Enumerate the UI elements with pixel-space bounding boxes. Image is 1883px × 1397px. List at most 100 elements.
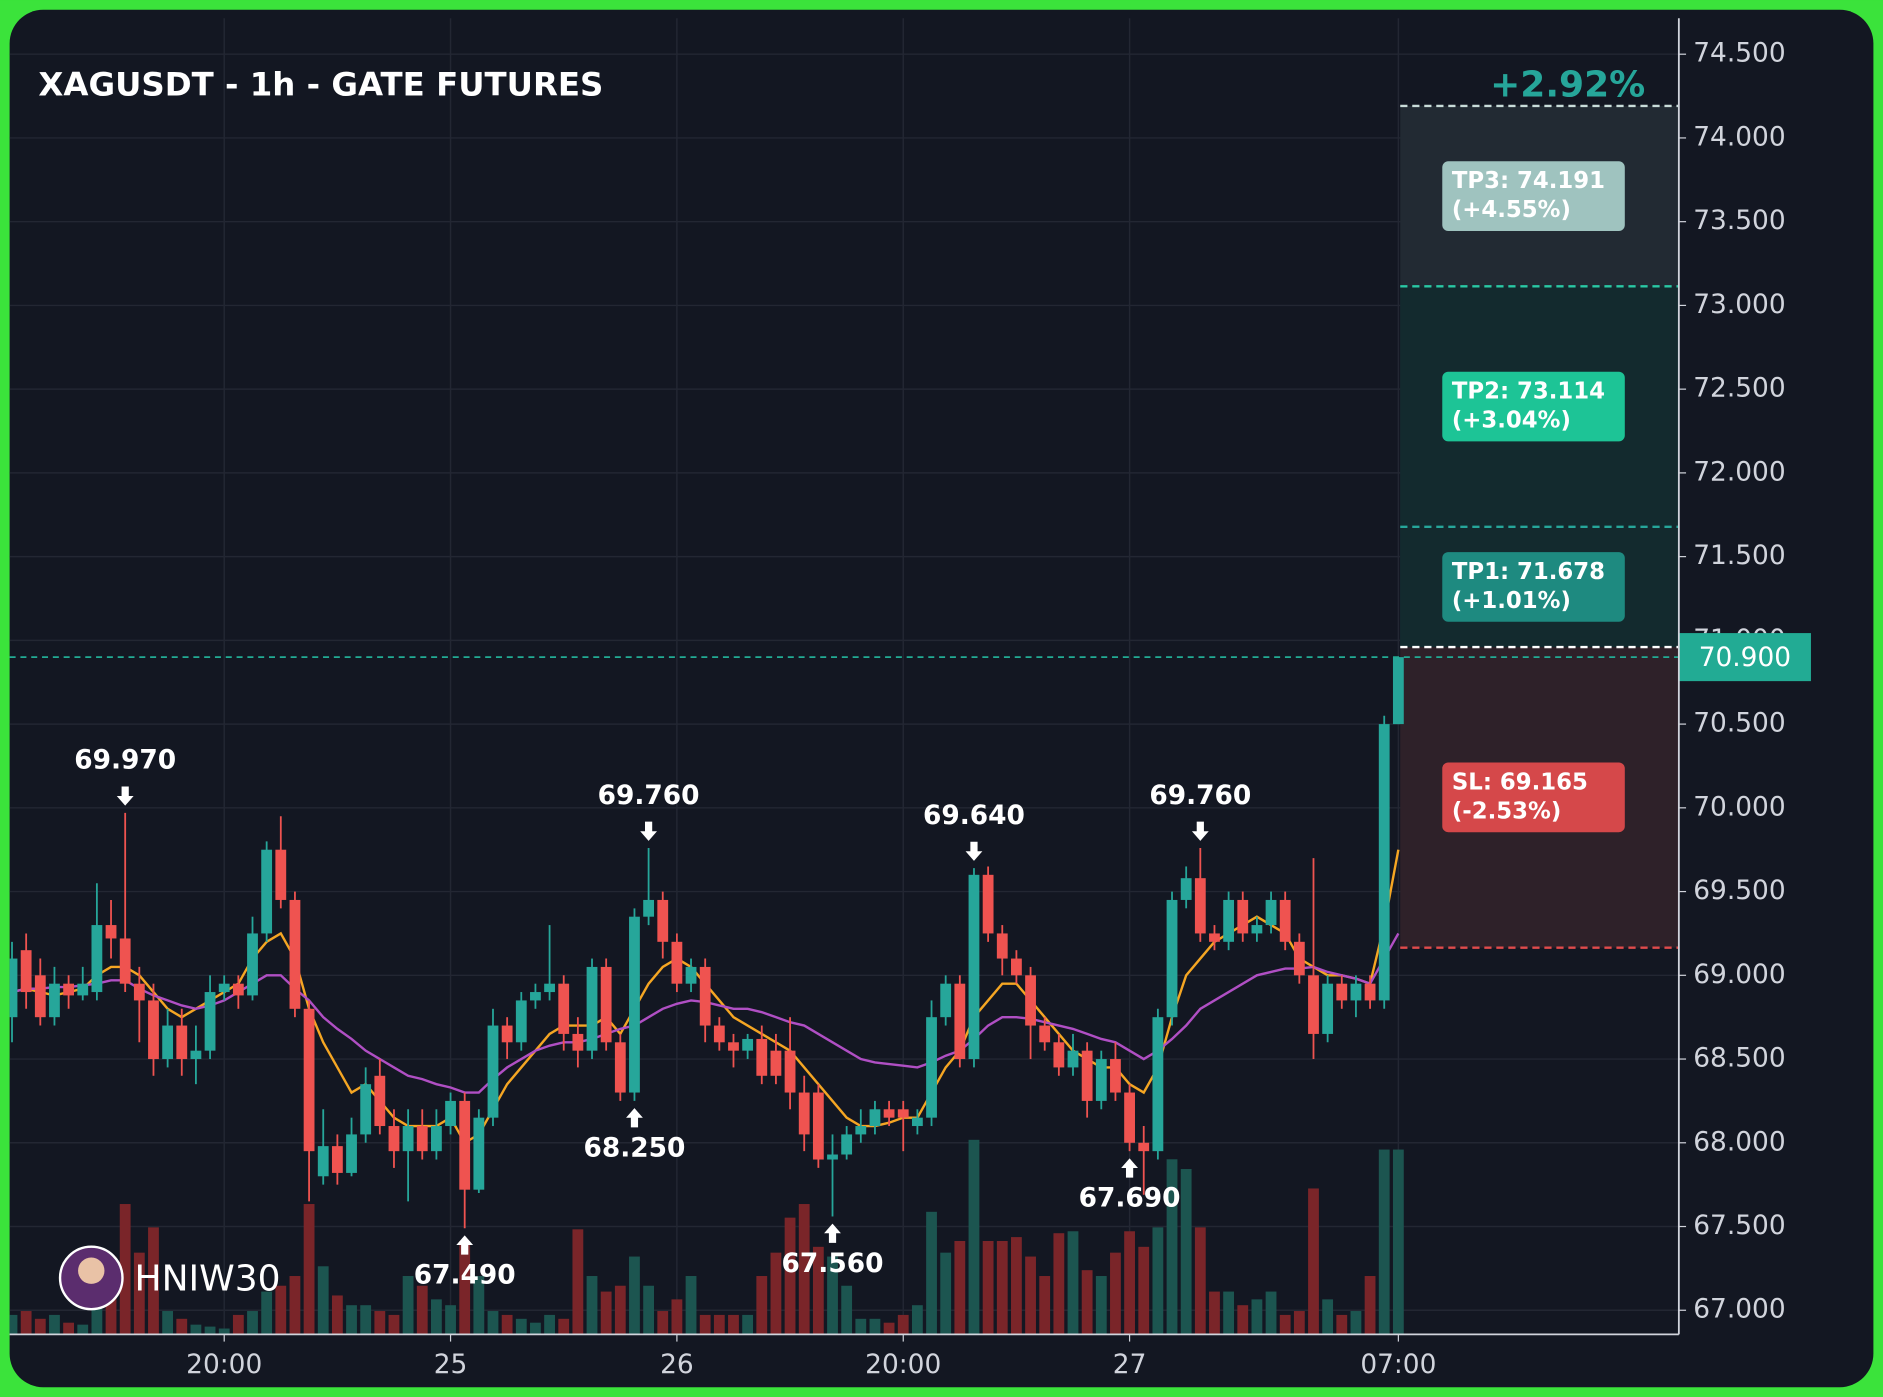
volume-bar: [812, 1246, 824, 1335]
candle-body: [1223, 899, 1235, 942]
y-tick-label: 68.000: [1693, 1126, 1785, 1157]
candle-body: [926, 1017, 937, 1118]
candle-body: [728, 1042, 739, 1051]
price-label: 70.900: [1699, 642, 1791, 673]
volume-bar: [1322, 1299, 1334, 1335]
y-tick-label: 71.500: [1693, 540, 1785, 571]
candle-body: [331, 1146, 343, 1173]
arrow: [640, 821, 658, 841]
candle-body: [699, 966, 711, 1026]
candle-body: [360, 1084, 372, 1135]
candle-body: [416, 1126, 428, 1152]
candle-body: [982, 874, 994, 934]
volume-bar: [784, 1217, 796, 1335]
volume-bar: [1336, 1314, 1348, 1335]
volume-bar: [346, 1305, 357, 1335]
volume-bar: [926, 1211, 937, 1335]
candle-body: [954, 983, 966, 1060]
candle-body: [1392, 657, 1404, 725]
volume-bar: [558, 1318, 570, 1335]
x-tick-label: 20:00: [865, 1349, 941, 1380]
volume-bar: [982, 1240, 994, 1335]
volume-bar: [728, 1314, 739, 1335]
volume-bar: [1025, 1256, 1036, 1335]
candle-body: [1180, 878, 1192, 900]
volume-bar: [360, 1305, 372, 1335]
x-tick-label: 27: [1113, 1349, 1147, 1380]
candle-body: [713, 1025, 725, 1043]
volume-bar: [713, 1314, 725, 1335]
candle-body: [841, 1134, 853, 1155]
volume-bar: [91, 1285, 103, 1335]
volume-bar: [1223, 1291, 1235, 1335]
volume-bar: [1124, 1231, 1135, 1335]
arrow: [824, 1223, 841, 1243]
candle-body: [1265, 899, 1277, 926]
level-change: (+4.55%): [1452, 197, 1571, 223]
volume-bar: [827, 1256, 838, 1335]
volume-bar: [841, 1285, 853, 1335]
volume-bar: [459, 1240, 471, 1335]
candle-body: [671, 941, 683, 984]
volume-bar: [1350, 1311, 1362, 1335]
volume-bar: [1194, 1227, 1206, 1335]
volume-bar: [148, 1227, 159, 1335]
candle-body: [445, 1100, 456, 1127]
volume-bar: [416, 1285, 428, 1335]
plot: [9, 657, 1404, 1335]
volume-bar: [515, 1318, 527, 1335]
candle-body: [1194, 878, 1206, 934]
arrow: [965, 841, 983, 861]
volume-bar: [261, 1291, 273, 1335]
arrow: [1121, 1158, 1138, 1178]
arrow: [456, 1235, 474, 1255]
volume-bar: [586, 1276, 598, 1335]
volume-bar: [374, 1311, 386, 1335]
level-change: (+3.04%): [1452, 407, 1571, 433]
level-box: [1442, 552, 1625, 622]
volume-bar: [204, 1326, 216, 1335]
volume-bar: [1209, 1291, 1220, 1335]
volume-bar: [275, 1285, 287, 1335]
candle-body: [600, 966, 612, 1043]
candle-body: [685, 966, 697, 984]
volume-bar: [614, 1285, 626, 1335]
volume-bar: [699, 1314, 711, 1335]
candle-body: [34, 975, 46, 1018]
low-label: 67.490: [414, 1260, 516, 1291]
volume-bar: [1081, 1270, 1093, 1335]
volume-bar: [1110, 1252, 1121, 1335]
volume-bar: [119, 1204, 131, 1335]
x-tick-label: 20:00: [186, 1349, 262, 1380]
volume-bar: [940, 1252, 952, 1335]
volume-bar: [883, 1322, 895, 1335]
candle-body: [1081, 1050, 1093, 1101]
volume-bar: [1237, 1305, 1249, 1335]
level-change: (+1.01%): [1452, 588, 1571, 614]
volume-bar: [1067, 1231, 1079, 1335]
candle-body: [303, 1008, 315, 1152]
level-label: TP3: 74.191: [1452, 168, 1605, 194]
candle-body: [1124, 1092, 1135, 1143]
candle-body: [968, 874, 980, 1060]
volume-bar: [1039, 1276, 1051, 1335]
candle-body: [1152, 1017, 1164, 1152]
volume-bar: [190, 1324, 202, 1335]
candle-body: [643, 899, 655, 917]
x-tick-label: 07:00: [1360, 1349, 1436, 1380]
volume-bar: [388, 1314, 400, 1335]
volume-bar: [1308, 1188, 1319, 1335]
volume-bar: [756, 1276, 768, 1335]
candle-body: [812, 1092, 824, 1160]
y-tick-label: 68.500: [1693, 1043, 1785, 1074]
y-tick-label: 73.500: [1693, 205, 1785, 236]
volume-bar: [133, 1252, 145, 1335]
price-tag: [1678, 633, 1811, 682]
candle-body: [911, 1117, 923, 1127]
arrow: [626, 1108, 643, 1128]
candle-body: [1095, 1059, 1107, 1101]
candle-body: [9, 958, 18, 1018]
volume-bar: [954, 1240, 966, 1335]
volume-bar: [1095, 1276, 1107, 1335]
